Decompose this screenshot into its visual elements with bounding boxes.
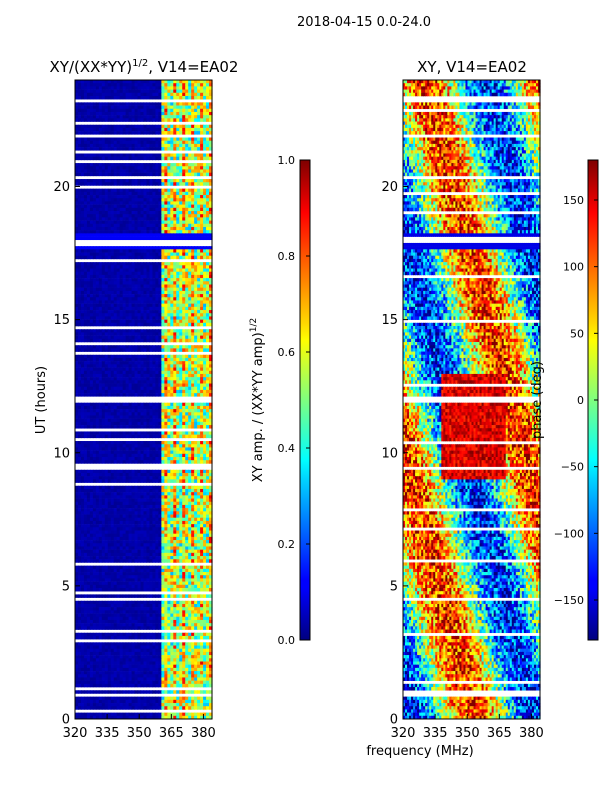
amplitude-title-base: XY/(XX*YY) <box>50 58 133 76</box>
figure-suptitle: 2018-04-15 0.0-24.0 <box>297 15 431 30</box>
amplitude-title-exp: 1/2 <box>132 58 148 69</box>
amplitude-heatmap <box>75 80 213 719</box>
figure: 2018-04-15 0.0-24.0 XY/(XX*YY)1/2, V14=E… <box>0 0 600 800</box>
amplitude-panel: XY/(XX*YY)1/2, V14=EA02 320 335 350 365 380 … <box>34 58 238 741</box>
amplitude-title: XY/(XX*YY)1/2, V14=EA02 <box>50 58 239 76</box>
amplitude-title-suffix: , V14=EA02 <box>148 58 238 76</box>
